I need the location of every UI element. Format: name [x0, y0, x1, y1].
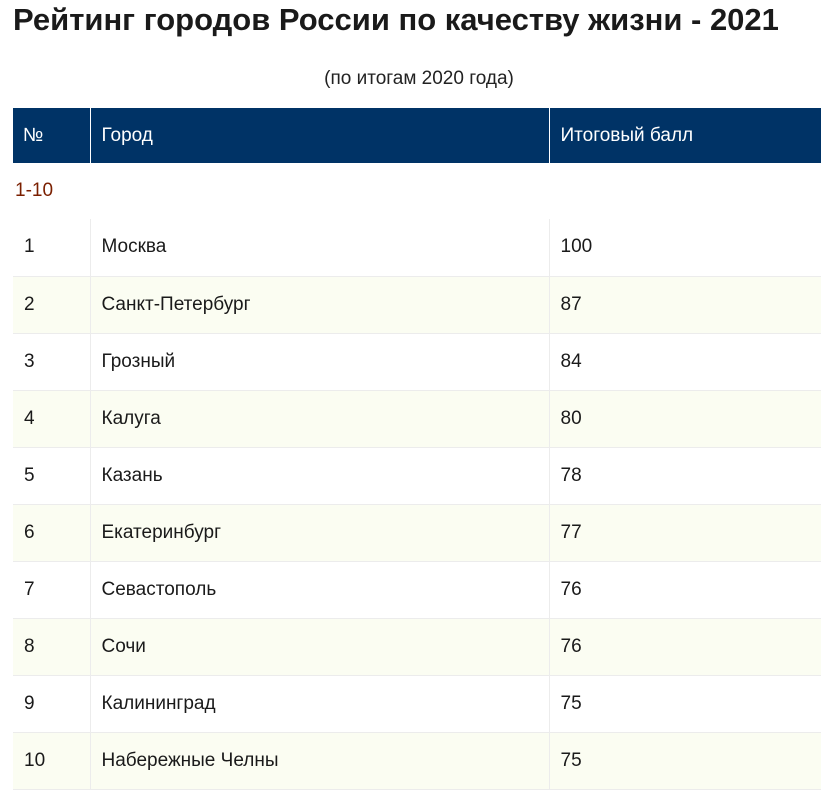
cell-rank: 5 [13, 447, 90, 505]
cell-score: 76 [548, 618, 821, 676]
cell-rank: 3 [13, 333, 90, 391]
page-title: Рейтинг городов России по качеству жизни… [13, 2, 779, 37]
table-row: 2 Санкт-Петербург 87 [13, 276, 821, 334]
cell-city: Казань [89, 447, 549, 505]
table-row: 1 Москва 100 [13, 219, 821, 277]
ranking-table: № Город Итоговый балл 1-10 1 Москва 100 2 Са… [13, 108, 821, 790]
cell-score: 77 [548, 504, 821, 562]
cell-score: 84 [548, 333, 821, 391]
cell-score: 75 [548, 675, 821, 733]
group-label: 1-10 [13, 163, 821, 219]
cell-score: 75 [548, 732, 821, 790]
table-row: 7 Севастополь 76 [13, 561, 821, 619]
cell-city: Санкт-Петербург [89, 276, 549, 334]
page-subtitle: (по итогам 2020 года) [324, 68, 514, 89]
table-row: 6 Екатеринбург 77 [13, 504, 821, 562]
group-row: 1-10 [13, 163, 821, 219]
cell-city: Калуга [89, 390, 549, 448]
cell-score: 100 [548, 219, 821, 277]
table-row: 3 Грозный 84 [13, 333, 821, 391]
cell-score: 76 [548, 561, 821, 619]
cell-city: Калининград [89, 675, 549, 733]
cell-city: Грозный [89, 333, 549, 391]
cell-rank: 2 [13, 276, 90, 334]
cell-rank: 8 [13, 618, 90, 676]
cell-score: 87 [548, 276, 821, 334]
table-row: 5 Казань 78 [13, 447, 821, 505]
cell-score: 78 [548, 447, 821, 505]
column-header-city: Город [89, 108, 549, 163]
cell-rank: 7 [13, 561, 90, 619]
cell-rank: 6 [13, 504, 90, 562]
cell-score: 80 [548, 390, 821, 448]
table-row: 8 Сочи 76 [13, 618, 821, 676]
cell-city: Набережные Челны [89, 732, 549, 790]
cell-rank: 4 [13, 390, 90, 448]
table-row: 4 Калуга 80 [13, 390, 821, 448]
column-header-rank: № [13, 108, 90, 163]
cell-city: Москва [89, 219, 549, 277]
table-header-row: № Город Итоговый балл [13, 108, 821, 163]
cell-city: Екатеринбург [89, 504, 549, 562]
cell-rank: 1 [13, 219, 90, 277]
cell-city: Севастополь [89, 561, 549, 619]
cell-rank: 10 [13, 732, 90, 790]
table-row: 10 Набережные Челны 75 [13, 732, 821, 790]
cell-rank: 9 [13, 675, 90, 733]
cell-city: Сочи [89, 618, 549, 676]
column-header-score: Итоговый балл [548, 108, 821, 163]
table-row: 9 Калининград 75 [13, 675, 821, 733]
